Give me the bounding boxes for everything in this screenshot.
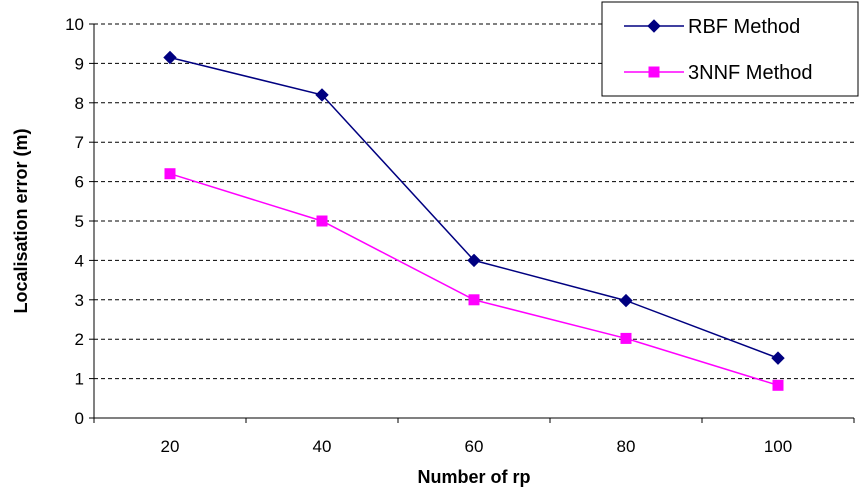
data-point — [164, 168, 176, 180]
data-point — [163, 50, 177, 65]
data-point — [315, 88, 329, 102]
data-point — [467, 253, 481, 268]
data-point — [771, 351, 785, 365]
data-point — [620, 332, 632, 344]
x-ticks: 20 40 60 80 100 — [93, 418, 855, 456]
legend: RBF Method 3NNF Method — [601, 1, 859, 97]
series-1 — [163, 50, 785, 365]
legend-item: 3NNF Method — [624, 62, 813, 84]
y-axis-title: Localisation error (m) — [11, 128, 31, 313]
data-point — [468, 294, 480, 306]
x-tick-label: 60 — [465, 437, 484, 456]
y-tick-label: 5 — [75, 212, 84, 231]
y-tick-label: 8 — [75, 94, 84, 113]
data-point — [619, 293, 633, 308]
legend-marker — [647, 19, 661, 33]
y-tick-label: 2 — [75, 330, 84, 349]
x-axis-title: Number of rp — [417, 467, 530, 487]
y-tick-label: 1 — [75, 370, 84, 389]
y-tick-label: 6 — [75, 173, 84, 192]
y-tick-label: 10 — [65, 15, 84, 34]
x-tick-label: 20 — [161, 437, 180, 456]
y-tick-label: 9 — [75, 54, 84, 73]
legend-marker — [648, 66, 660, 78]
legend-item: RBF Method — [624, 16, 800, 38]
legend-label: 3NNF Method — [688, 62, 813, 84]
x-tick-label: 100 — [764, 437, 792, 456]
data-point — [772, 379, 784, 391]
series-line — [169, 173, 779, 387]
legend-label: RBF Method — [688, 16, 800, 38]
y-tick-label: 4 — [75, 251, 84, 270]
legend-box — [601, 1, 859, 97]
x-tick-label: 80 — [617, 437, 636, 456]
data-point — [316, 215, 328, 227]
y-ticks: 0 1 2 3 4 5 6 7 8 9 10 — [65, 15, 94, 428]
series-2 — [164, 168, 784, 391]
y-tick-label: 0 — [75, 409, 84, 428]
series-layer — [163, 50, 785, 391]
x-tick-label: 40 — [313, 437, 332, 456]
y-tick-label: 7 — [75, 133, 84, 152]
y-tick-label: 3 — [75, 291, 84, 310]
